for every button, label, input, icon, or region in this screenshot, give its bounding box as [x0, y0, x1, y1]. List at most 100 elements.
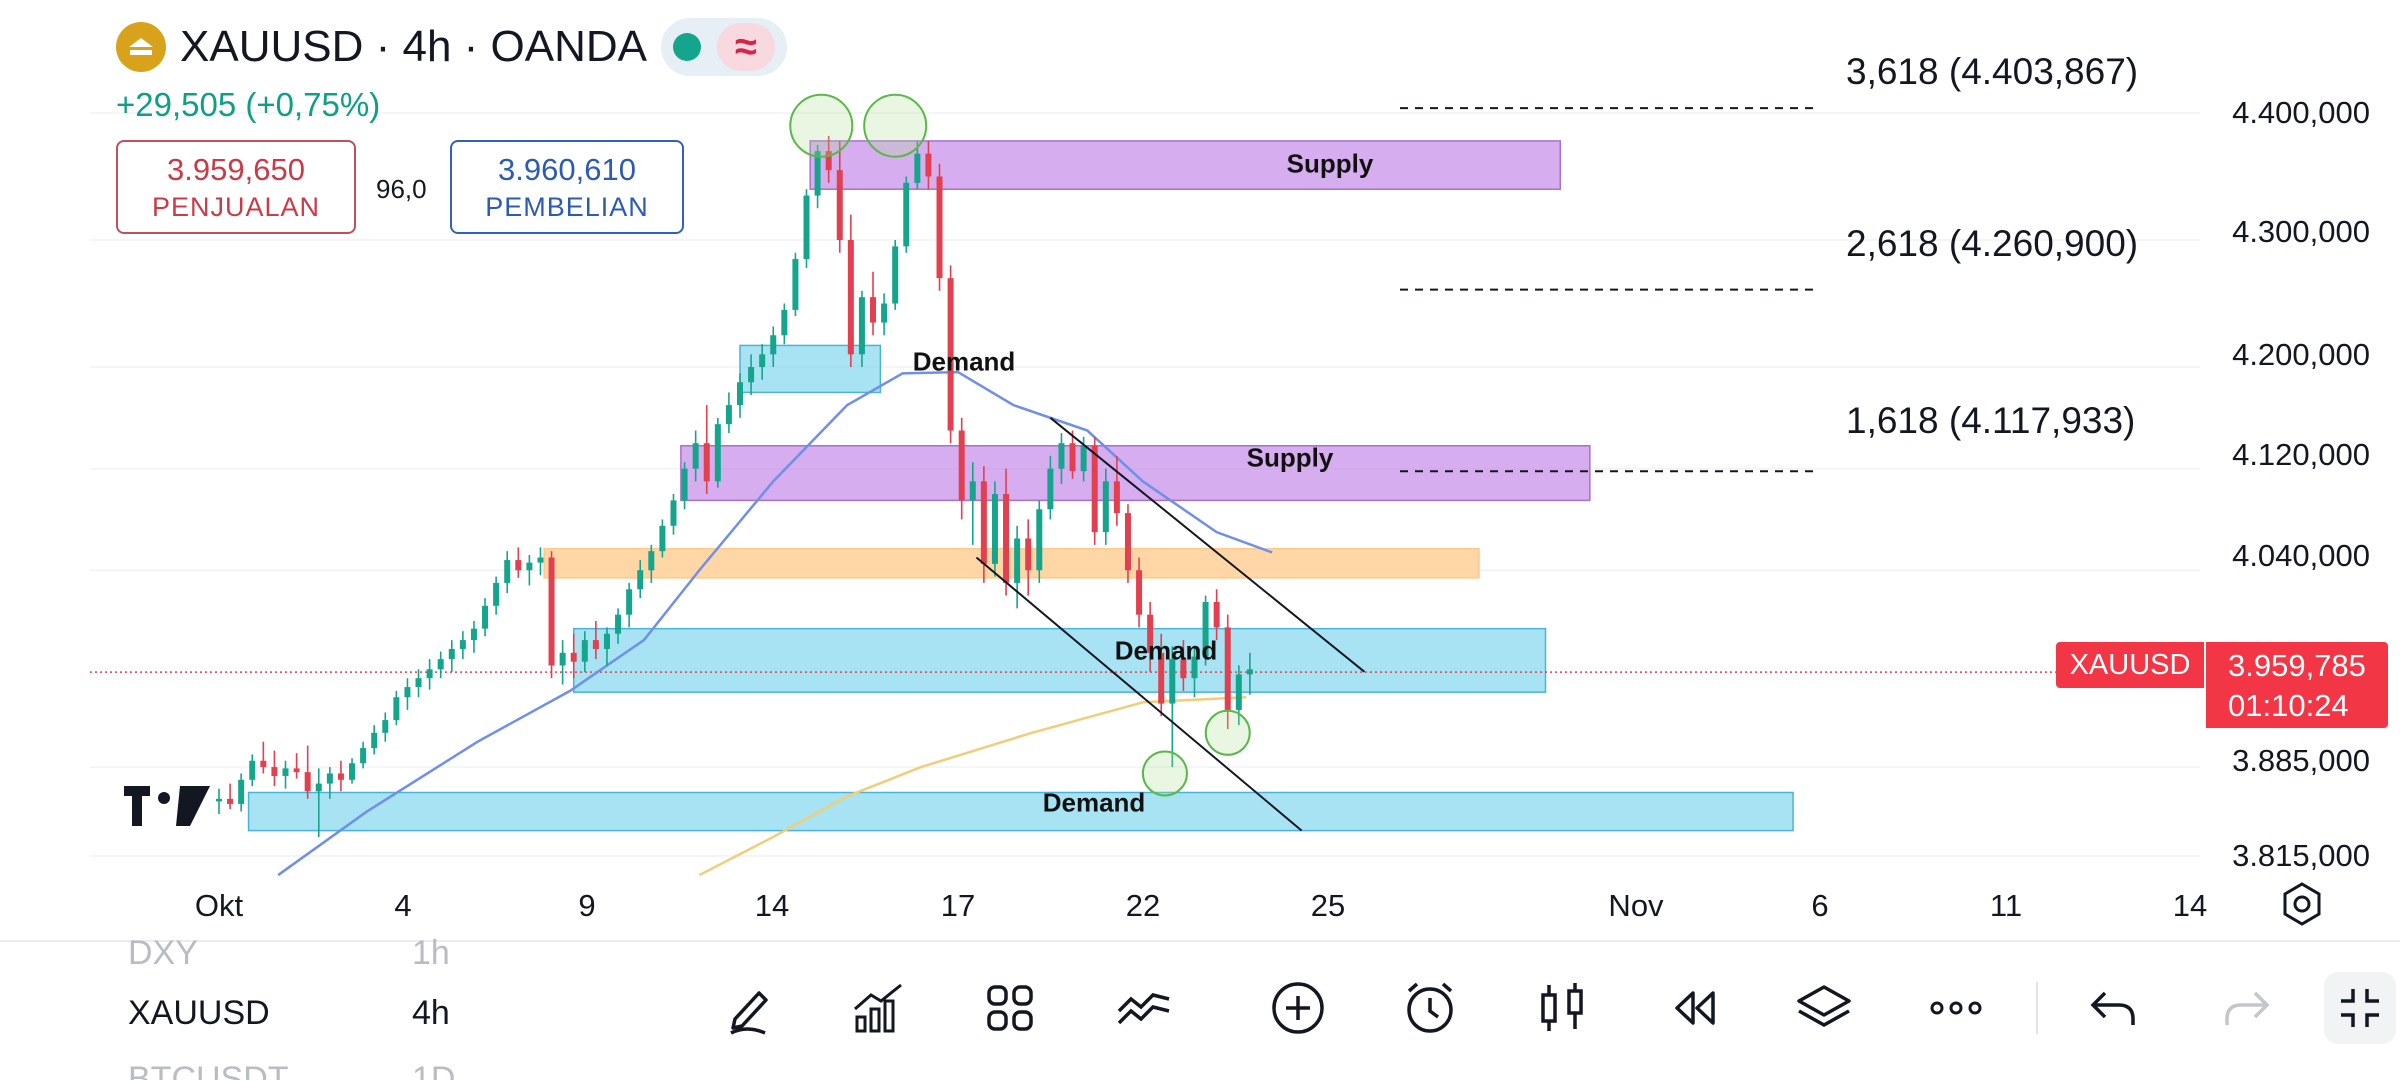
- status-pill[interactable]: ≈: [660, 18, 787, 76]
- candle-body: [1036, 509, 1043, 571]
- candle-body: [437, 659, 444, 670]
- time-axis-label: 17: [940, 888, 976, 923]
- candle-body: [1102, 481, 1109, 533]
- demand-zone: [739, 344, 882, 394]
- sell-button[interactable]: 3.959,650 PENJUALAN: [116, 140, 356, 234]
- buy-button[interactable]: 3.960,610 PEMBELIAN: [450, 140, 684, 234]
- candle-body: [326, 773, 333, 784]
- candle-body: [537, 557, 544, 563]
- candle-body: [238, 779, 245, 804]
- candle-body: [493, 582, 500, 606]
- candle-body: [548, 557, 555, 666]
- demand-zone-label: Demand: [912, 346, 1016, 377]
- add-icon[interactable]: [1262, 972, 1334, 1044]
- candle-body: [814, 151, 821, 196]
- alert-clock-icon[interactable]: [1394, 972, 1466, 1044]
- candle-body: [836, 170, 843, 241]
- time-axis-label: 6: [1811, 888, 1829, 923]
- candle-body: [958, 430, 965, 501]
- candle-body: [1025, 538, 1032, 571]
- indicators-icon[interactable]: [842, 972, 914, 1044]
- fib-label: 2,618 (4.260,900): [1846, 223, 2139, 264]
- symbol-title[interactable]: XAUUSD · 4h · OANDA: [180, 22, 647, 71]
- candle-body: [1213, 601, 1220, 628]
- price-change: +29,505 (+0,75%): [116, 86, 381, 123]
- candle-body: [659, 525, 666, 552]
- bottom-panel: DXY 1h XAUUSD 4h BTCUSDT 1D: [0, 934, 2400, 1082]
- price-chart[interactable]: [0, 0, 2400, 940]
- symbol-logo-icon: [116, 22, 166, 72]
- candle-body: [825, 151, 832, 171]
- more-icon[interactable]: [1920, 972, 1992, 1044]
- candle-body: [581, 640, 588, 662]
- highlight-circle: [789, 93, 854, 158]
- time-axis-label: 11: [1989, 888, 2023, 923]
- watchlist-symbol[interactable]: XAUUSD: [128, 994, 270, 1032]
- candle-body: [415, 678, 422, 688]
- layout-grid-icon[interactable]: [974, 972, 1046, 1044]
- candle-body: [1191, 656, 1198, 679]
- watchlist-symbol[interactable]: BTCUSDT: [128, 1060, 289, 1080]
- candle-body: [337, 773, 344, 780]
- watchlist-interval: 4h: [412, 994, 450, 1032]
- candle-body: [470, 628, 477, 641]
- candle-body: [304, 772, 311, 792]
- fullscreen-icon[interactable]: [2324, 972, 2396, 1044]
- time-axis-label: 25: [1310, 888, 1346, 923]
- market-open-icon: [672, 33, 701, 61]
- redo-icon: [2210, 972, 2282, 1044]
- candle-body: [936, 176, 943, 279]
- watchlist-symbol[interactable]: DXY: [128, 934, 198, 972]
- undo-icon[interactable]: [2078, 972, 2150, 1044]
- candle-body: [1147, 614, 1154, 653]
- candle-body: [714, 424, 721, 482]
- current-symbol-tag: XAUUSD: [2056, 642, 2204, 688]
- candle-body: [759, 354, 766, 368]
- candle-body: [1124, 513, 1131, 571]
- layers-icon[interactable]: [1788, 972, 1860, 1044]
- chart-settings-icon[interactable]: [2276, 878, 2328, 930]
- supply-zone-label: Supply: [1246, 442, 1334, 473]
- time-axis-label: 14: [754, 888, 790, 923]
- pencil-icon[interactable]: [714, 972, 786, 1044]
- chart-type-icon[interactable]: [1108, 972, 1180, 1044]
- candle-body: [725, 405, 732, 425]
- replay-icon[interactable]: [1656, 972, 1728, 1044]
- candle-body: [870, 297, 877, 323]
- candle-body: [1180, 659, 1187, 679]
- candle-body: [1014, 538, 1021, 583]
- watchlist-interval: 1h: [412, 934, 450, 972]
- candle-body: [991, 494, 998, 564]
- candle-body: [459, 640, 466, 649]
- candle-body: [781, 309, 788, 336]
- candle-body: [1246, 669, 1253, 675]
- candle-body: [736, 382, 743, 406]
- candle-body: [748, 367, 755, 383]
- candle-body: [526, 562, 533, 571]
- demand-zone-label: Demand: [1042, 787, 1146, 818]
- toolbar-divider: [2036, 982, 2038, 1034]
- current-price-tag: 3.959,785 01:10:24: [2206, 642, 2388, 728]
- candle-body: [260, 760, 267, 768]
- candle-body: [1136, 570, 1143, 615]
- candle-body: [692, 443, 699, 469]
- candle-body: [504, 560, 511, 583]
- candle-body: [603, 633, 610, 649]
- sell-price: 3.959,650: [167, 152, 305, 187]
- candles-icon[interactable]: [1526, 972, 1598, 1044]
- time-axis-label: Nov: [1608, 888, 1664, 923]
- moving-average-line: [698, 695, 1247, 877]
- candle-body: [947, 278, 954, 431]
- candle-body: [1202, 601, 1209, 657]
- highlight-circle: [1141, 750, 1188, 797]
- candle-body: [315, 783, 322, 792]
- candle-body: [382, 720, 389, 733]
- trend-line: [975, 556, 1303, 832]
- candle-body: [703, 443, 710, 482]
- candle-body: [1047, 468, 1054, 510]
- price-axis-label: 4.040,000: [2232, 538, 2370, 573]
- buy-price: 3.960,610: [498, 152, 636, 187]
- supply-zone-label: Supply: [1286, 148, 1374, 179]
- candle-body: [227, 798, 234, 804]
- candle-body: [1235, 674, 1242, 710]
